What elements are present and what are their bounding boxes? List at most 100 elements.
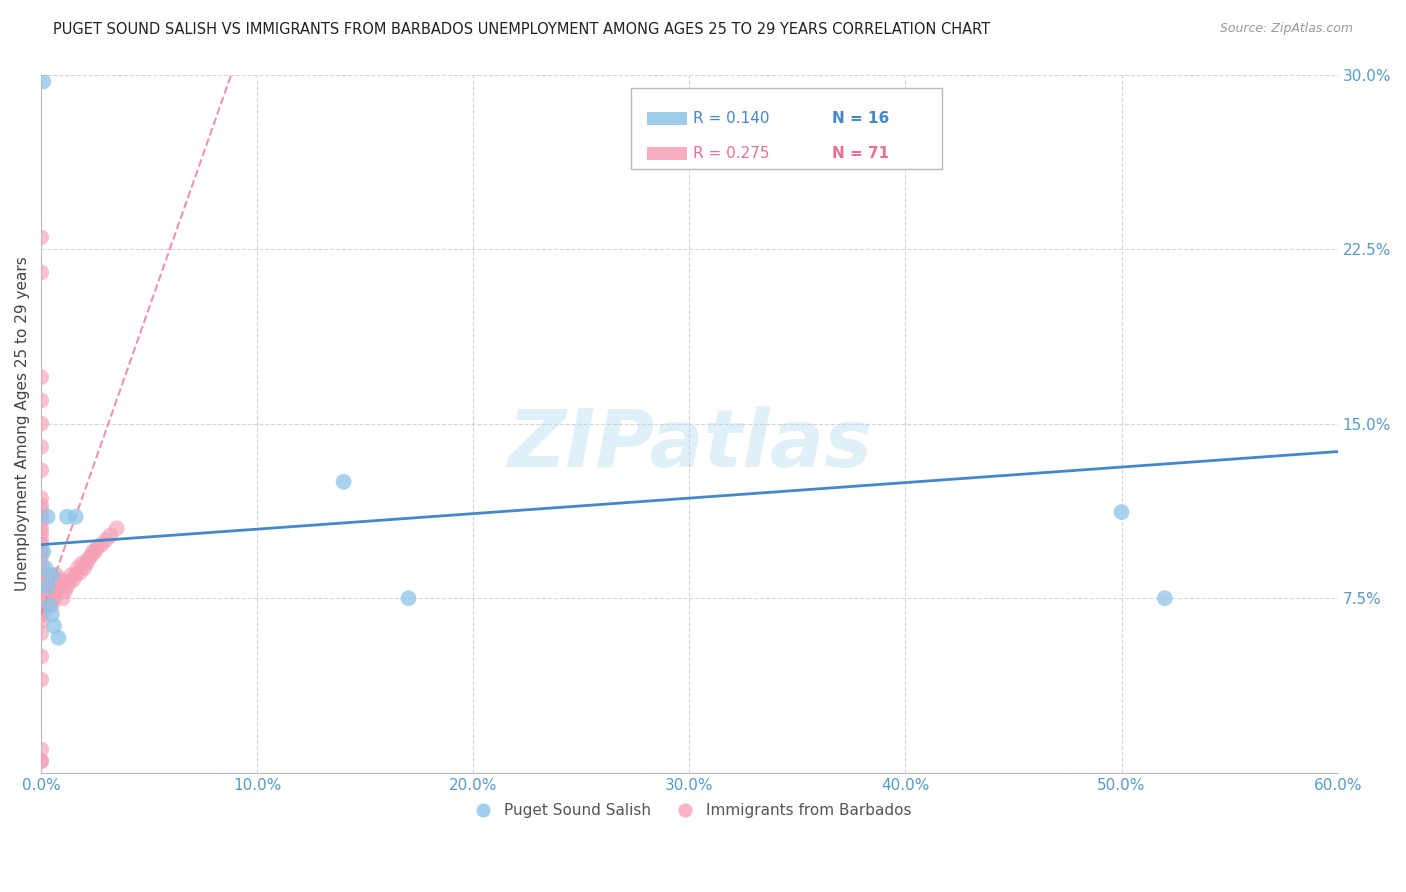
FancyBboxPatch shape [647, 147, 686, 161]
Text: PUGET SOUND SALISH VS IMMIGRANTS FROM BARBADOS UNEMPLOYMENT AMONG AGES 25 TO 29 : PUGET SOUND SALISH VS IMMIGRANTS FROM BA… [53, 22, 991, 37]
Point [32, 607, 55, 622]
Text: R = 0.275: R = 0.275 [693, 146, 769, 161]
Point [30, 603, 52, 617]
Point [56, 509, 79, 524]
Point [30, 515, 52, 529]
Point [41, 568, 63, 582]
Point [30, 673, 52, 687]
Point [30, 626, 52, 640]
Point [45, 584, 67, 599]
Point [77, 551, 100, 566]
Point [41, 607, 63, 622]
Point [52, 574, 75, 589]
Point [53, 584, 76, 599]
Point [30, 544, 52, 558]
Point [52, 591, 75, 606]
Point [37, 591, 59, 606]
Point [30, 538, 52, 552]
Point [32, 591, 55, 606]
Point [32, 544, 55, 558]
Point [30, 491, 52, 505]
Point [42, 591, 65, 606]
Point [30, 580, 52, 594]
Text: N = 16: N = 16 [832, 111, 889, 126]
Point [42, 619, 65, 633]
Point [30, 440, 52, 454]
Point [41, 580, 63, 594]
Point [58, 574, 80, 589]
Point [70, 556, 93, 570]
Point [90, 538, 112, 552]
Point [48, 580, 70, 594]
Point [49, 573, 72, 587]
Point [30, 596, 52, 610]
Point [73, 561, 96, 575]
Point [69, 566, 91, 580]
Point [37, 580, 59, 594]
Point [30, 393, 52, 408]
Point [332, 475, 354, 489]
Point [34, 580, 56, 594]
Text: Source: ZipAtlas.com: Source: ZipAtlas.com [1219, 22, 1353, 36]
Point [30, 649, 52, 664]
Point [30, 615, 52, 629]
Point [32, 74, 55, 88]
Point [38, 598, 60, 612]
Point [37, 509, 59, 524]
Point [30, 463, 52, 477]
Y-axis label: Unemployment Among Ages 25 to 29 years: Unemployment Among Ages 25 to 29 years [15, 256, 30, 591]
FancyBboxPatch shape [647, 112, 686, 125]
Point [65, 568, 87, 582]
Point [56, 580, 79, 594]
Point [82, 544, 104, 558]
Point [1111, 505, 1133, 519]
Point [30, 754, 52, 768]
Point [60, 568, 83, 582]
Point [94, 533, 117, 547]
Point [1153, 591, 1175, 606]
Point [30, 265, 52, 279]
Point [38, 584, 60, 599]
Point [37, 574, 59, 589]
Point [30, 526, 52, 541]
Point [30, 417, 52, 431]
Point [30, 556, 52, 570]
Point [30, 742, 52, 756]
Point [105, 521, 128, 535]
Point [48, 631, 70, 645]
Point [30, 370, 52, 384]
Point [65, 509, 87, 524]
Point [98, 528, 121, 542]
Text: N = 71: N = 71 [832, 146, 889, 161]
Point [38, 568, 60, 582]
Point [30, 502, 52, 516]
Point [80, 549, 103, 564]
Text: ZIPatlas: ZIPatlas [508, 406, 872, 483]
Point [30, 561, 52, 575]
FancyBboxPatch shape [631, 88, 942, 169]
Point [398, 591, 420, 606]
Legend: Puget Sound Salish, Immigrants from Barbados: Puget Sound Salish, Immigrants from Barb… [461, 797, 918, 824]
Point [30, 521, 52, 535]
Point [86, 540, 108, 554]
Point [30, 509, 52, 524]
Point [41, 598, 63, 612]
Point [30, 498, 52, 512]
Point [30, 591, 52, 606]
Point [66, 561, 89, 575]
Point [84, 544, 107, 558]
Point [30, 568, 52, 582]
Point [30, 549, 52, 564]
Point [30, 573, 52, 587]
Point [76, 556, 98, 570]
Point [34, 598, 56, 612]
Point [30, 754, 52, 768]
Point [62, 573, 84, 587]
Text: R = 0.140: R = 0.140 [693, 111, 769, 126]
Point [30, 230, 52, 244]
Point [45, 568, 67, 582]
Point [30, 584, 52, 599]
Point [30, 533, 52, 547]
Point [42, 574, 65, 589]
Point [34, 561, 56, 575]
